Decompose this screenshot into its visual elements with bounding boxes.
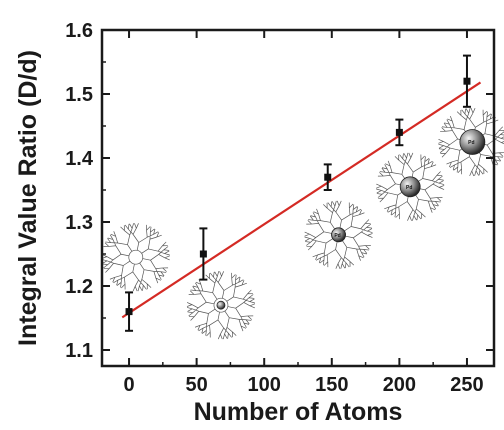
data-point-1 bbox=[125, 291, 134, 332]
data-point-2 bbox=[199, 227, 208, 281]
data-point-5 bbox=[462, 54, 471, 108]
dendrimer-insets: Pd Pd Pd bbox=[101, 107, 504, 340]
x-tick-label: 150 bbox=[315, 374, 348, 396]
dendrimer-icon-2 bbox=[186, 271, 256, 340]
y-tick-label: 1.3 bbox=[65, 212, 93, 234]
y-axis-title: Integral Value Ratio (D/d) bbox=[14, 50, 42, 346]
data-point-3 bbox=[323, 163, 332, 191]
dendrimer-icon-4: Pd bbox=[376, 152, 445, 221]
pd-particle-icon bbox=[216, 300, 226, 310]
x-tick-label: 200 bbox=[383, 374, 416, 396]
data-marker bbox=[395, 128, 403, 136]
data-marker bbox=[324, 173, 332, 181]
pd-particle-icon bbox=[459, 129, 486, 155]
y-tick-label: 1.2 bbox=[65, 276, 93, 298]
x-tick-label: 100 bbox=[248, 374, 281, 396]
particle-label: Pd bbox=[406, 185, 412, 191]
dendrimer-icon-3: Pd bbox=[304, 200, 373, 269]
dendrimer-icon-1 bbox=[101, 223, 170, 292]
y-tick-label: 1.5 bbox=[65, 84, 93, 106]
axes: 0 50 100 150 200 250 1.1 1.2 1.3 1.4 1.5 1.6 bbox=[65, 20, 494, 396]
data-points bbox=[125, 54, 471, 332]
y-tick-label: 1.6 bbox=[65, 20, 93, 42]
x-tick-label: 50 bbox=[185, 374, 207, 396]
data-point-4 bbox=[395, 118, 404, 147]
y-tick-label: 1.4 bbox=[65, 148, 94, 170]
x-tick-label: 250 bbox=[450, 374, 483, 396]
data-marker bbox=[463, 77, 471, 85]
pd-particle-icon bbox=[399, 176, 421, 198]
x-axis-title: Number of Atoms bbox=[194, 398, 403, 426]
dendrimer-icon-5: Pd bbox=[438, 107, 504, 177]
particle-label: Pd bbox=[334, 233, 340, 239]
data-marker bbox=[199, 250, 207, 258]
x-tick-label: 0 bbox=[123, 374, 134, 396]
linear-fit-line bbox=[121, 81, 482, 319]
y-tick-label: 1.1 bbox=[65, 340, 93, 362]
pd-particle-icon bbox=[331, 227, 346, 243]
particle-label: Pd bbox=[468, 140, 474, 146]
fit-layer bbox=[121, 81, 482, 319]
data-marker bbox=[125, 308, 133, 316]
